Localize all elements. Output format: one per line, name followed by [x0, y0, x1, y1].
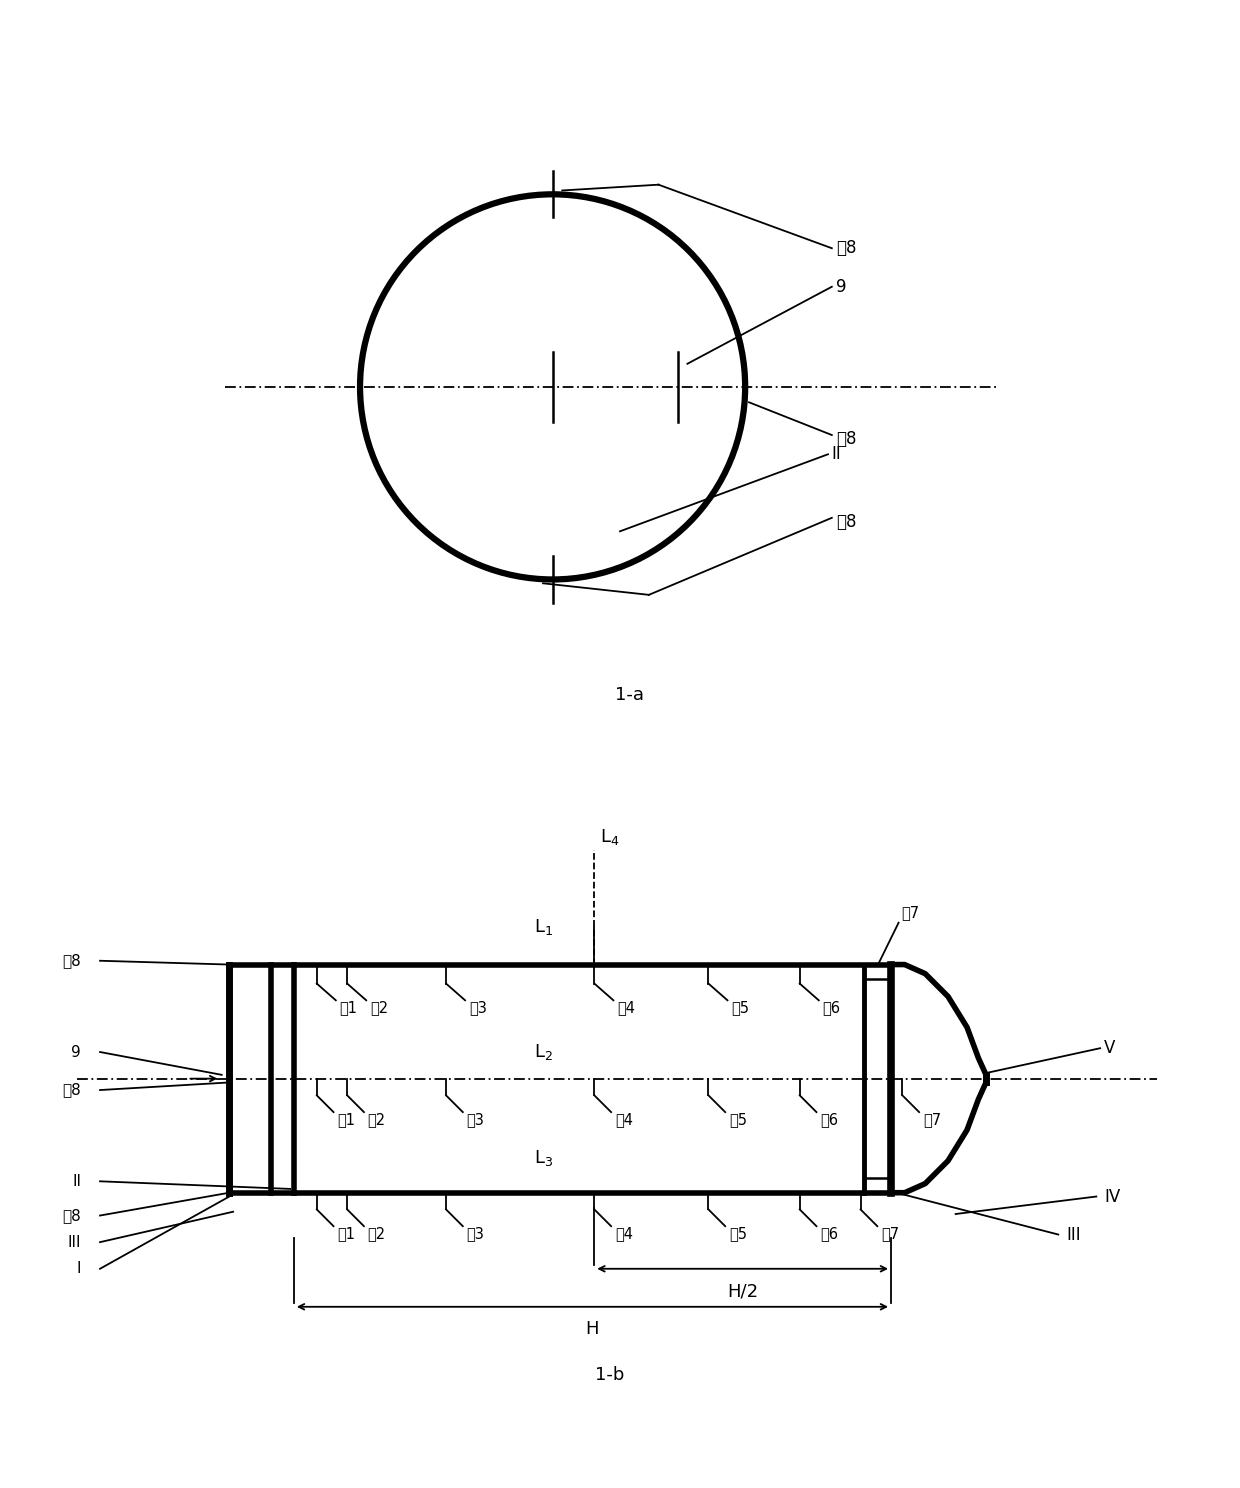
Text: II: II: [832, 445, 842, 463]
Text: 1-a: 1-a: [615, 686, 644, 704]
Text: 下7: 下7: [882, 1226, 899, 1241]
Text: 兘5: 兘5: [729, 1112, 746, 1126]
Text: 上2: 上2: [370, 1000, 388, 1015]
Text: III: III: [1066, 1226, 1080, 1244]
Text: I: I: [77, 1262, 81, 1277]
Text: 上8: 上8: [62, 954, 81, 969]
Text: 下8: 下8: [62, 1208, 81, 1223]
Text: 侧8: 侧8: [62, 1083, 81, 1098]
Text: 下6: 下6: [820, 1226, 838, 1241]
Text: 兘7: 兘7: [923, 1112, 941, 1126]
Text: 1-b: 1-b: [595, 1366, 624, 1384]
Text: IV: IV: [1104, 1187, 1120, 1205]
Text: L$_3$: L$_3$: [533, 1149, 553, 1168]
Text: III: III: [67, 1235, 81, 1250]
Text: 上3: 上3: [469, 1000, 487, 1015]
Text: 兘1: 兘1: [337, 1112, 356, 1126]
Text: 上4: 上4: [618, 1000, 635, 1015]
Text: L$_2$: L$_2$: [533, 1042, 553, 1062]
Text: 下5: 下5: [729, 1226, 746, 1241]
Text: 兘4: 兘4: [615, 1112, 632, 1126]
Text: 上5: 上5: [732, 1000, 749, 1015]
Text: 上6: 上6: [822, 1000, 841, 1015]
Text: 兘3: 兘3: [466, 1112, 485, 1126]
Text: 侧8: 侧8: [836, 430, 856, 448]
Text: 下3: 下3: [466, 1226, 485, 1241]
Text: 9: 9: [836, 278, 846, 296]
Text: 下4: 下4: [615, 1226, 632, 1241]
Text: 下1: 下1: [337, 1226, 356, 1241]
Text: 上8: 上8: [836, 240, 856, 257]
Text: 下8: 下8: [836, 513, 856, 531]
Text: H: H: [585, 1320, 599, 1339]
Text: 上1: 上1: [340, 1000, 357, 1015]
Text: 下2: 下2: [368, 1226, 386, 1241]
Text: 兘6: 兘6: [820, 1112, 838, 1126]
Text: L$_1$: L$_1$: [533, 917, 553, 936]
Text: II: II: [72, 1174, 81, 1189]
Text: 兘2: 兘2: [368, 1112, 386, 1126]
Text: V: V: [1104, 1039, 1115, 1056]
Text: 上7: 上7: [901, 905, 919, 921]
Text: L$_4$: L$_4$: [600, 827, 620, 847]
Text: H/2: H/2: [727, 1283, 758, 1301]
Text: 9: 9: [71, 1045, 81, 1059]
